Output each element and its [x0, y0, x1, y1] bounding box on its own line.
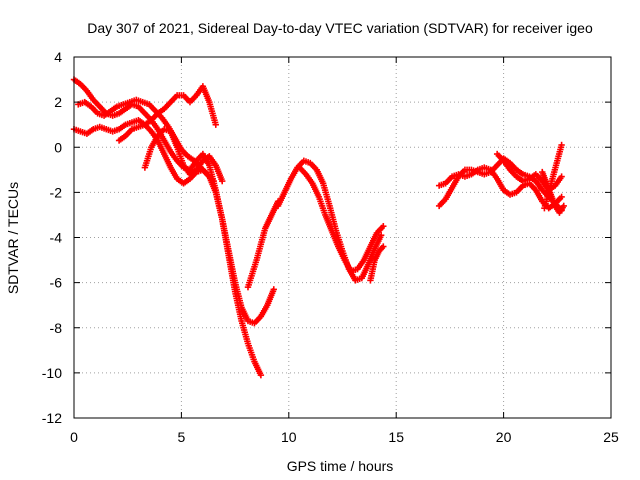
y-tick-label: -4 — [50, 230, 63, 246]
y-axis-label: SDTVAR / TECUs — [5, 182, 21, 294]
data-point-marker — [380, 223, 387, 230]
axis-ticks: 0 5 10 15 20 25 -12 -10 -8 -6 -4 -2 0 2 4 — [42, 49, 619, 445]
y-tick-label: -2 — [50, 184, 63, 200]
data-point-marker — [270, 286, 277, 293]
data-point-marker — [212, 121, 219, 128]
data-point-marker — [257, 371, 265, 379]
data-point-marker — [380, 243, 387, 250]
data-point-marker — [558, 193, 565, 201]
x-tick-label: 20 — [496, 429, 512, 445]
data-point-marker — [219, 177, 226, 185]
x-tick-label: 10 — [281, 429, 297, 445]
data-point-marker — [210, 177, 217, 185]
y-tick-label: -10 — [42, 365, 62, 381]
y-tick-label: 2 — [54, 94, 62, 110]
grid-lines — [74, 57, 611, 418]
y-tick-label: -8 — [50, 320, 63, 336]
y-tick-label: -12 — [42, 410, 62, 426]
x-axis-label: GPS time / hours — [287, 458, 394, 474]
data-points — [70, 76, 567, 379]
y-tick-label: -6 — [50, 275, 63, 291]
chart-title: Day 307 of 2021, Sidereal Day-to-day VTE… — [87, 20, 593, 36]
data-point-marker — [558, 141, 565, 149]
x-tick-label: 0 — [70, 429, 78, 445]
x-tick-label: 25 — [603, 429, 619, 445]
data-point-marker — [558, 173, 565, 180]
data-point-marker — [560, 202, 567, 210]
y-tick-label: 4 — [54, 49, 62, 65]
y-tick-label: 0 — [54, 139, 62, 155]
x-tick-label: 15 — [388, 429, 404, 445]
x-tick-label: 5 — [178, 429, 186, 445]
